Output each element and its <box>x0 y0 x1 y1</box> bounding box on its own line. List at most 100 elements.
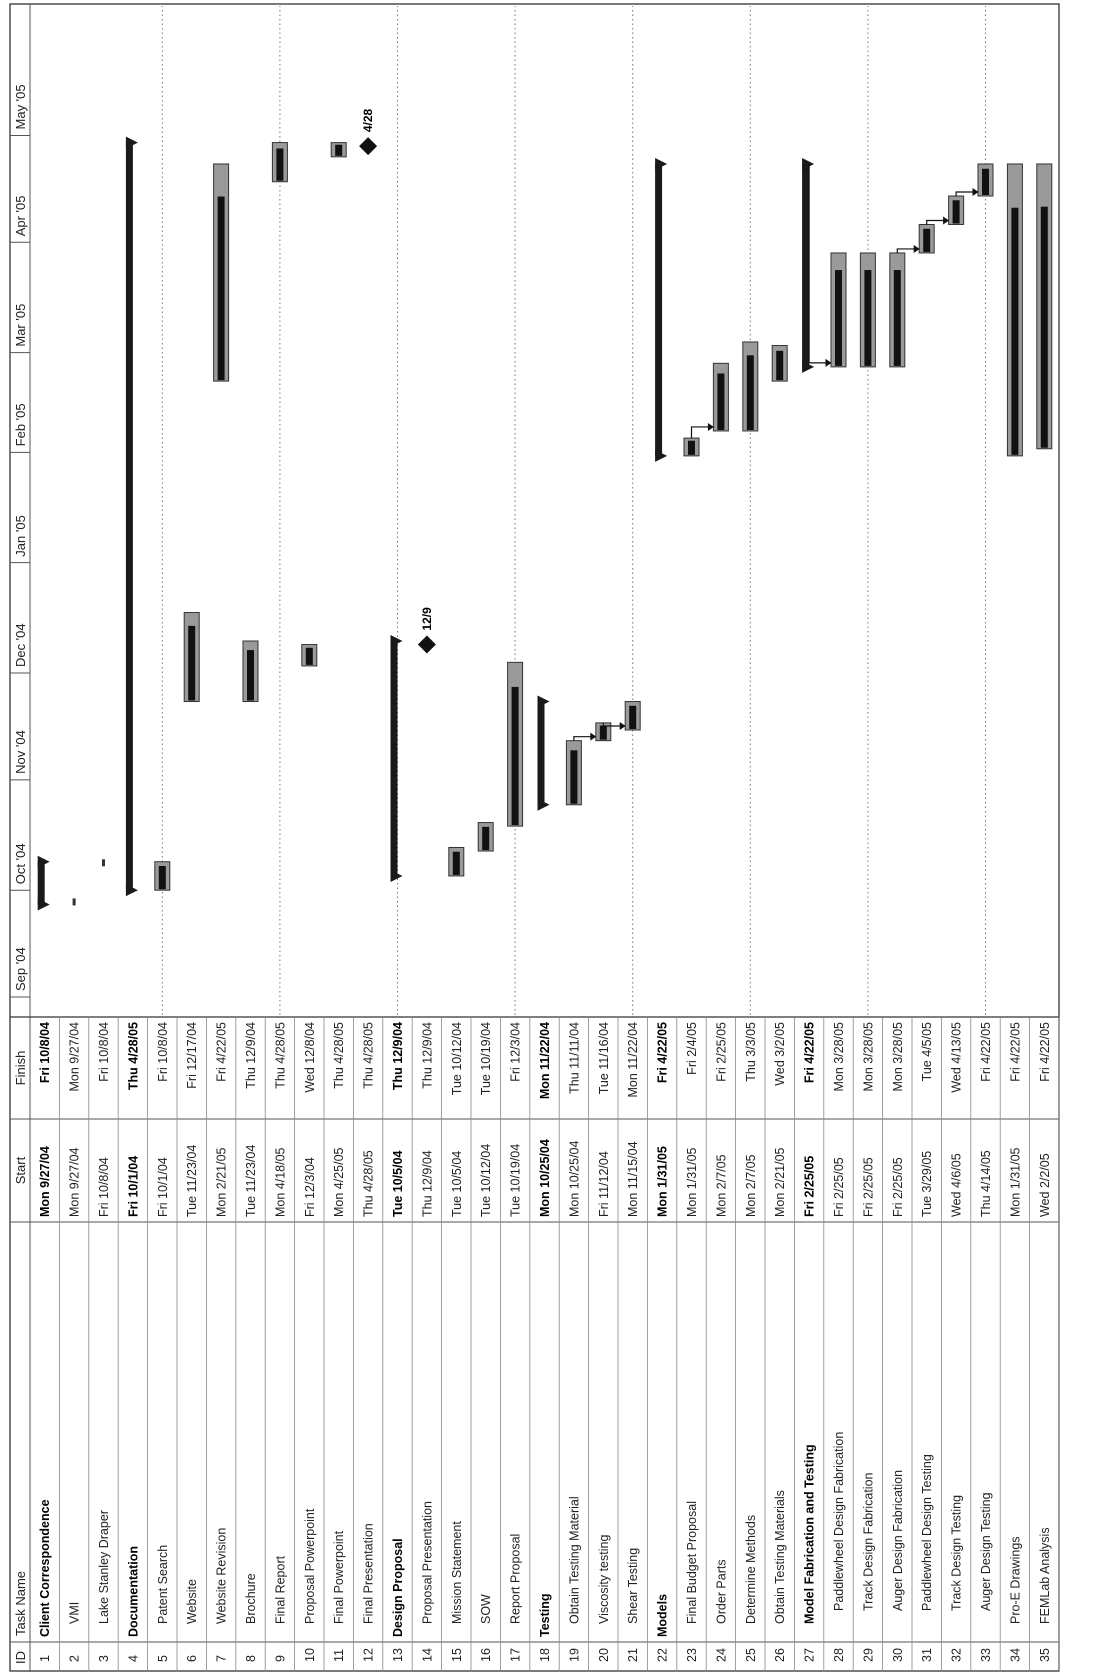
task-bar-progress <box>717 373 725 430</box>
task-id-cell: 29 <box>861 1648 875 1662</box>
task-name-cell: Patent Search <box>156 1545 170 1624</box>
month-label: Nov '04 <box>13 730 28 774</box>
task-name-cell: Documentation <box>126 1546 140 1637</box>
summary-cap-start <box>37 898 50 911</box>
task-name-cell: Determine Methods <box>744 1515 758 1624</box>
task-start-cell: Tue 10/19/04 <box>509 1144 523 1217</box>
task-bar-progress <box>452 851 460 875</box>
task-bar-progress <box>247 650 254 701</box>
column-header-id: ID <box>13 1651 28 1664</box>
rotated-gantt-page: ID Task Name Start Finish 1 Client Correspond… <box>9 3 1060 1672</box>
milestone-diamond <box>417 635 436 654</box>
task-finish-cell: Fri 12/17/04 <box>185 1022 199 1089</box>
task-id-cell: 16 <box>479 1648 493 1662</box>
task-name-cell: Order Parts <box>714 1559 728 1624</box>
task-id-cell: 4 <box>126 1655 140 1662</box>
summary-cap-start <box>802 360 815 373</box>
task-name-cell: Models <box>656 1594 670 1637</box>
task-start-cell: Tue 10/5/04 <box>450 1151 464 1217</box>
task-id-cell: 23 <box>685 1648 699 1662</box>
task-id-cell: 1 <box>38 1655 52 1662</box>
task-id-cell: 13 <box>391 1648 405 1662</box>
summary-cap-start <box>537 798 550 811</box>
task-id-cell: 22 <box>656 1648 670 1662</box>
task-start-cell: Mon 1/31/05 <box>1008 1147 1022 1217</box>
task-start-cell: Mon 2/21/05 <box>773 1147 787 1217</box>
summary-bar <box>125 142 133 891</box>
task-bar-short <box>72 898 76 906</box>
task-id-cell: 18 <box>538 1648 552 1662</box>
dependency-link <box>955 191 978 196</box>
task-name-cell: Final Report <box>273 1555 287 1624</box>
task-name-cell: Obtain Testing Material <box>567 1496 581 1624</box>
month-label: Jan '05 <box>13 515 28 557</box>
summary-cap-end <box>537 695 550 708</box>
task-start-cell: Tue 10/12/04 <box>479 1144 493 1217</box>
task-start-cell: Tue 10/5/04 <box>391 1150 405 1217</box>
task-bar-progress <box>1011 207 1019 455</box>
summary-cap-start <box>390 869 403 882</box>
task-name-cell: Obtain Testing Materials <box>773 1490 787 1624</box>
task-start-cell: Fri 12/3/04 <box>303 1157 317 1217</box>
task-name-cell: Brochure <box>244 1573 258 1624</box>
task-name-cell: Track Design Testing <box>950 1495 964 1611</box>
task-start-cell: Fri 2/25/05 <box>891 1157 905 1217</box>
summary-bar <box>390 641 398 876</box>
task-start-cell: Mon 4/18/05 <box>273 1147 287 1217</box>
task-start-cell: Fri 10/1/04 <box>156 1157 170 1217</box>
task-name-cell: Final Presentation <box>362 1523 376 1624</box>
task-name-cell: Model Fabrication and Testing <box>803 1444 817 1624</box>
task-bar-progress <box>335 144 343 156</box>
task-start-cell: Mon 4/25/05 <box>332 1147 346 1217</box>
task-start-cell: Tue 3/29/05 <box>920 1151 934 1217</box>
task-bar-progress <box>688 440 695 455</box>
month-label: Dec '04 <box>13 623 28 667</box>
task-name-cell: Lake Stanley Draper <box>97 1510 111 1624</box>
task-name-cell: FEMLab Analysis <box>1038 1527 1052 1624</box>
dependency-link <box>690 426 713 439</box>
task-id-cell: 24 <box>714 1648 728 1662</box>
task-id-cell: 33 <box>979 1648 993 1662</box>
task-id-cell: 12 <box>362 1648 376 1662</box>
task-id-cell: 9 <box>273 1655 287 1662</box>
task-finish-cell: Tue 4/5/05 <box>920 1022 934 1081</box>
task-start-cell: Mon 11/15/04 <box>626 1141 640 1217</box>
task-finish-cell: Fri 10/8/04 <box>156 1022 170 1082</box>
task-id-cell: 20 <box>597 1648 611 1662</box>
task-bar-progress <box>923 228 931 252</box>
task-finish-cell: Mon 3/28/05 <box>832 1022 846 1092</box>
task-id-cell: 5 <box>156 1655 170 1662</box>
task-name-cell: Auger Design Fabrication <box>891 1470 905 1611</box>
task-finish-cell: Thu 4/28/05 <box>362 1022 376 1089</box>
task-start-cell: Thu 4/28/05 <box>362 1150 376 1217</box>
task-name-cell: Final Powerpoint <box>332 1530 346 1624</box>
task-name-cell: Viscosity testing <box>597 1535 611 1624</box>
task-name-cell: VMI <box>68 1602 82 1624</box>
task-name-cell: Track Design Fabrication <box>861 1472 875 1611</box>
task-id-cell: 15 <box>450 1648 464 1662</box>
task-start-cell: Fri 10/8/04 <box>97 1157 111 1217</box>
task-start-cell: Wed 4/6/05 <box>950 1153 964 1217</box>
month-label: Mar '05 <box>13 304 28 347</box>
task-finish-cell: Thu 4/28/05 <box>332 1022 346 1089</box>
summary-cap-end <box>802 157 815 170</box>
task-finish-cell: Wed 3/2/05 <box>773 1022 787 1086</box>
task-bar-progress <box>952 200 960 224</box>
summary-cap-start <box>655 449 668 462</box>
task-bar-progress <box>305 647 313 665</box>
month-label: May '05 <box>13 84 28 129</box>
task-bar-progress <box>893 270 901 366</box>
task-start-cell: Fri 2/25/05 <box>803 1156 817 1217</box>
task-id-cell: 3 <box>97 1655 111 1662</box>
task-start-cell: Thu 12/9/04 <box>420 1150 434 1217</box>
task-finish-cell: Tue 10/19/04 <box>479 1022 493 1095</box>
task-start-cell: Mon 1/31/05 <box>656 1146 670 1217</box>
dependency-arrowhead <box>825 358 832 367</box>
task-id-cell: 11 <box>332 1649 346 1662</box>
dependency-link <box>602 722 625 727</box>
task-bar-progress <box>511 686 519 826</box>
month-label: Oct '04 <box>13 843 28 884</box>
dependency-link <box>808 163 831 364</box>
